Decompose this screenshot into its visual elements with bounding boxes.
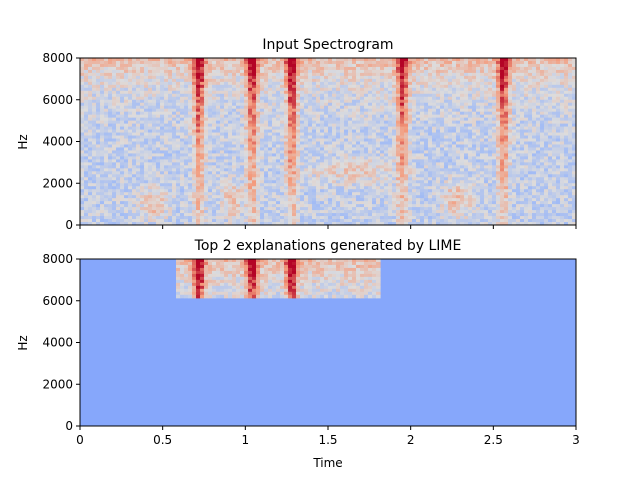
y-tick-label: 2000	[42, 176, 73, 190]
x-axis-label: Time	[312, 456, 342, 470]
y-tick-label: 4000	[42, 336, 73, 350]
x-tick-label: 2.5	[484, 433, 503, 447]
y-tick-label: 6000	[42, 294, 73, 308]
x-tick-label: 0.5	[153, 433, 172, 447]
y-tick-label: 0	[65, 419, 73, 433]
x-tick-label: 1.5	[318, 433, 337, 447]
y-tick-label: 8000	[42, 51, 73, 65]
lime-explanation-region	[176, 259, 381, 298]
top-panel-title: Input Spectrogram	[262, 37, 393, 53]
top-x-axis-ticks	[80, 225, 576, 229]
y-tick-label: 2000	[42, 377, 73, 391]
x-tick-label: 0	[76, 433, 84, 447]
x-tick-label: 2	[407, 433, 415, 447]
y-tick-label: 4000	[42, 135, 73, 149]
x-tick-label: 3	[572, 433, 580, 447]
y-tick-label: 8000	[42, 252, 73, 266]
bottom-y-axis-label: Hz	[16, 335, 30, 350]
y-tick-label: 0	[65, 218, 73, 232]
top-y-axis-ticks: 0 2000 4000 6000 8000	[42, 51, 80, 232]
top-y-axis-label: Hz	[16, 134, 30, 149]
bottom-panel-title: Top 2 explanations generated by LIME	[194, 238, 462, 254]
bottom-y-axis-ticks: 0 2000 4000 6000 8000	[42, 252, 80, 433]
y-tick-label: 6000	[42, 93, 73, 107]
x-tick-label: 1	[242, 433, 250, 447]
input-spectrogram-heatmap	[80, 58, 577, 226]
bottom-x-axis-ticks: 0 0.5 1 1.5 2 2.5 3	[76, 426, 580, 447]
